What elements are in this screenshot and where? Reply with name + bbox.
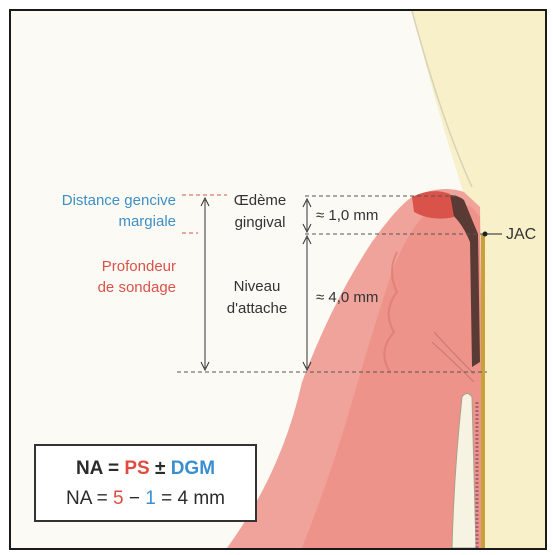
attach-label-line1: Niveau	[233, 278, 281, 295]
formula2-minus: −	[123, 488, 146, 509]
gingiva-ripples	[383, 251, 399, 373]
formula2-five: 5	[113, 488, 124, 509]
edema-label-line2: gingival	[234, 214, 286, 231]
probing-label-line2: de sondage	[97, 279, 176, 296]
formula-dgm: DGM	[170, 458, 216, 479]
formula-box: NA = PS ± DGM NA = 5 − 1 = 4 mm	[34, 444, 257, 522]
probing-label-line1: Profondeur	[101, 258, 176, 275]
fibres	[431, 331, 475, 383]
formula-na: NA =	[75, 458, 125, 479]
formula-line2: NA = 5 − 1 = 4 mm	[36, 487, 255, 511]
attach-label-line2: d'attache	[226, 300, 288, 317]
formula-pm: ±	[149, 458, 171, 479]
attach-value: ≈ 4,0 mm	[316, 289, 379, 306]
formula2-rest: = 4 mm	[155, 488, 225, 509]
formula-line1: NA = PS ± DGM	[36, 457, 255, 481]
formula2-one: 1	[145, 488, 156, 509]
periodontal-illustration	[177, 11, 545, 548]
crown-edge	[411, 11, 473, 188]
distance-label-line1: Distance gencive	[61, 192, 176, 209]
formula2-na: NA =	[66, 488, 114, 509]
distance-label-line2: margiale	[118, 213, 176, 230]
edema-value: ≈ 1,0 mm	[316, 207, 379, 224]
gingiva-inner	[302, 204, 482, 548]
sulcus-pocket	[442, 195, 480, 367]
formula-ps: PS	[124, 458, 150, 479]
bone-crest	[451, 393, 477, 548]
sulcus-swelling	[412, 191, 454, 219]
jac-label: JAC	[506, 226, 537, 243]
edema-label-line1: Œdème	[233, 192, 287, 209]
